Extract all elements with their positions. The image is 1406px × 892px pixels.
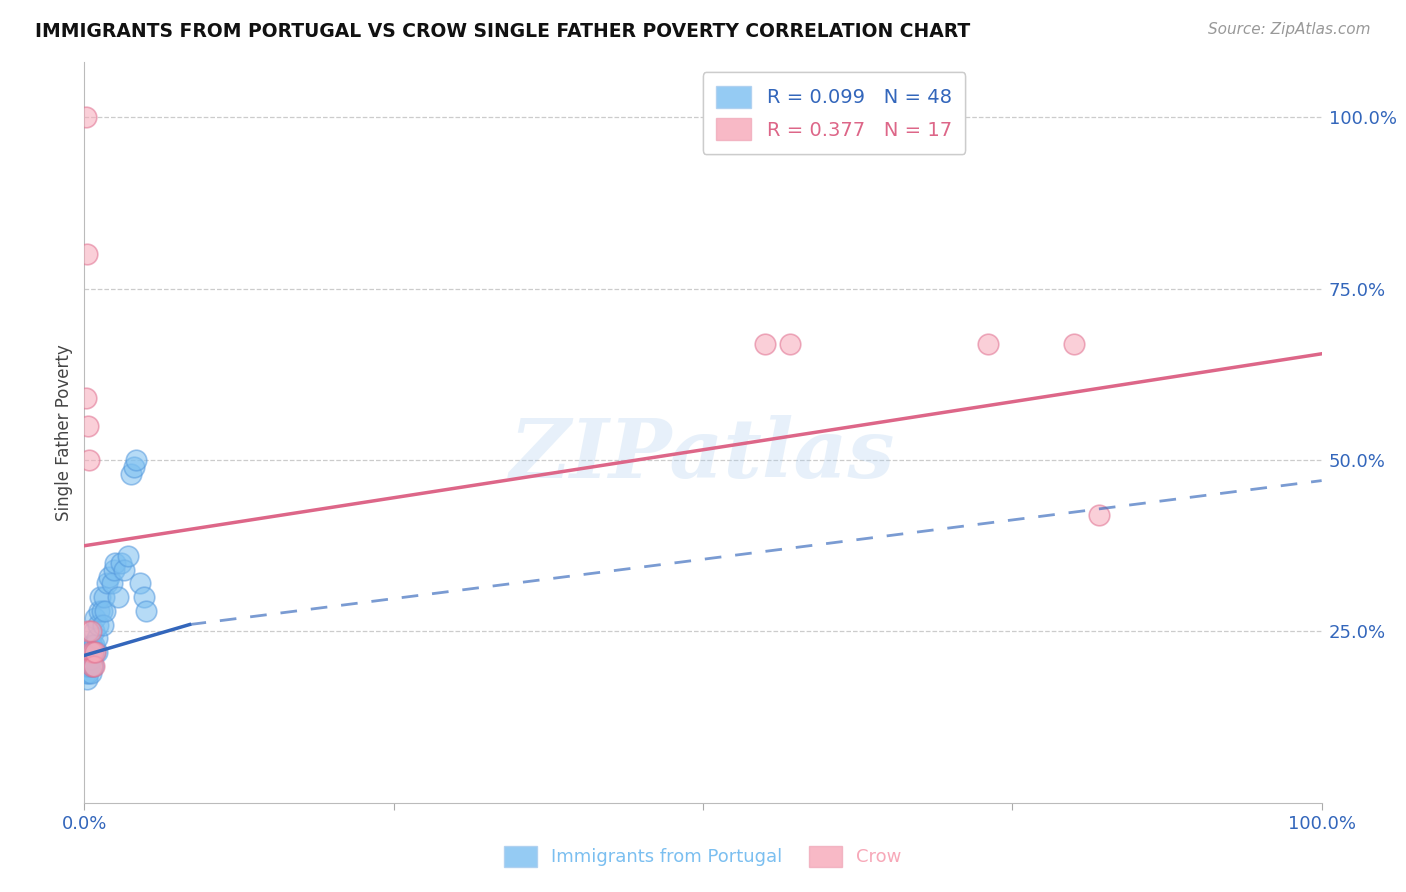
Point (79, 645, 101, 659)
Point (75, 652, 97, 666)
Point (82, 658, 104, 673)
Text: Source: ZipAtlas.com: Source: ZipAtlas.com (1208, 22, 1371, 37)
Point (110, 556, 132, 570)
Point (80, 658, 103, 673)
Point (129, 576, 152, 591)
Text: ZIPatlas: ZIPatlas (510, 415, 896, 495)
Point (86, 645, 108, 659)
Point (89, 604, 111, 618)
Point (83, 658, 105, 673)
Point (96, 576, 118, 591)
Point (75, 658, 97, 673)
Point (79, 652, 101, 666)
Point (79, 453, 101, 467)
Point (77, 665, 100, 680)
Point (80, 638, 103, 652)
Point (91, 617, 114, 632)
Point (125, 453, 148, 467)
Point (107, 590, 129, 604)
Point (79, 645, 101, 659)
Point (86, 632, 108, 646)
Point (79, 658, 101, 673)
Point (77, 645, 100, 659)
Legend: R = 0.099   N = 48, R = 0.377   N = 17: R = 0.099 N = 48, R = 0.377 N = 17 (703, 72, 966, 154)
Point (80, 658, 103, 673)
Point (84, 645, 107, 659)
Point (112, 563, 135, 577)
Point (77, 418, 100, 433)
Point (75, 110, 97, 124)
Point (76, 658, 98, 673)
Point (82, 645, 104, 659)
Point (76, 673, 98, 687)
Point (79, 624, 101, 639)
Point (1088, 508, 1111, 522)
Point (79, 652, 101, 666)
Point (117, 549, 139, 563)
Point (76, 247, 98, 261)
Point (77, 658, 100, 673)
Legend: Immigrants from Portugal, Crow: Immigrants from Portugal, Crow (496, 838, 910, 874)
Point (84, 645, 107, 659)
Point (120, 467, 142, 481)
Point (1063, 336, 1085, 351)
Point (83, 638, 105, 652)
Text: IMMIGRANTS FROM PORTUGAL VS CROW SINGLE FATHER POVERTY CORRELATION CHART: IMMIGRANTS FROM PORTUGAL VS CROW SINGLE … (35, 22, 970, 41)
Point (779, 336, 801, 351)
Point (94, 604, 117, 618)
Point (83, 624, 105, 639)
Point (75, 392, 97, 406)
Y-axis label: Single Father Poverty: Single Father Poverty (55, 344, 73, 521)
Point (79, 665, 101, 680)
Point (122, 459, 145, 474)
Point (754, 336, 776, 351)
Point (87, 617, 110, 632)
Point (104, 556, 127, 570)
Point (82, 645, 104, 659)
Point (76, 645, 98, 659)
Point (75, 665, 97, 680)
Point (93, 590, 115, 604)
Point (100, 576, 122, 591)
Point (98, 569, 121, 583)
Point (76, 652, 98, 666)
Point (132, 590, 155, 604)
Point (976, 336, 998, 351)
Point (90, 604, 112, 618)
Point (135, 604, 157, 618)
Point (84, 610, 107, 624)
Point (79, 638, 101, 652)
Point (77, 624, 100, 639)
Point (89, 590, 111, 604)
Point (103, 563, 125, 577)
